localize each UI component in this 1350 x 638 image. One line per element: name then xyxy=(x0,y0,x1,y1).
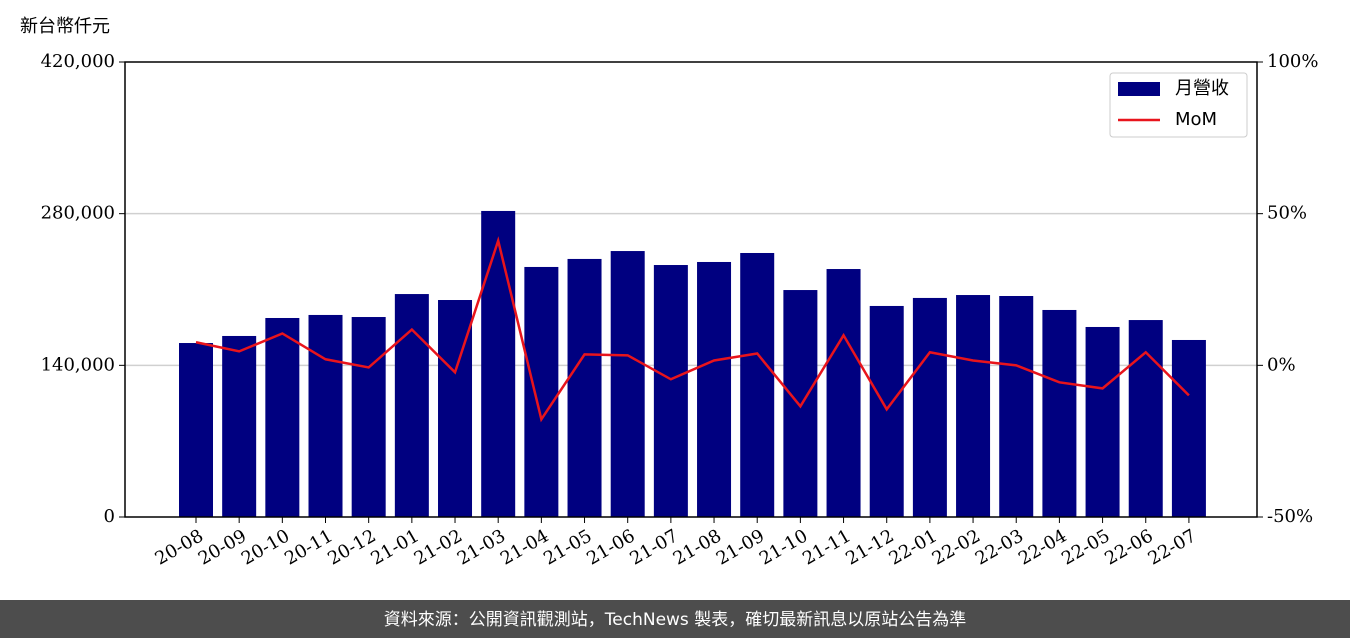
bar xyxy=(610,251,645,517)
bar xyxy=(826,269,861,517)
x-tick-label: 21-02 xyxy=(411,525,466,569)
legend: 月營收 MoM xyxy=(1109,72,1248,138)
y-tick-label: 140,000 xyxy=(41,354,115,375)
bar xyxy=(481,210,516,518)
bar xyxy=(567,258,602,517)
bar xyxy=(783,290,818,517)
x-tick-label: 21-05 xyxy=(540,525,595,569)
x-tick-label: 21-01 xyxy=(367,525,422,569)
x-tick-label: 21-12 xyxy=(842,525,897,569)
y2-tick-label: -50% xyxy=(1267,506,1313,527)
y-axis-label: 新台幣仟元 xyxy=(20,16,110,37)
y-tick-label: 420,000 xyxy=(41,51,115,72)
bar xyxy=(912,297,947,517)
legend-label: 月營收 xyxy=(1175,78,1229,99)
x-tick-label: 21-11 xyxy=(799,525,854,569)
bar xyxy=(869,305,904,517)
bar xyxy=(351,317,386,517)
x-tick-label: 20-08 xyxy=(152,525,207,569)
bar xyxy=(697,261,732,517)
x-tick-label: 22-03 xyxy=(972,525,1027,569)
bar xyxy=(179,343,213,517)
x-tick-label: 20-09 xyxy=(195,525,250,569)
x-tick-label: 21-03 xyxy=(454,525,509,569)
x-tick-label: 22-05 xyxy=(1058,525,1113,569)
plot-frame xyxy=(124,61,1258,518)
y-tick-label: 0 xyxy=(104,506,115,527)
bar xyxy=(308,314,343,517)
bar xyxy=(524,266,559,517)
x-tick-label: 20-12 xyxy=(324,525,379,569)
y2-tick-label: 50% xyxy=(1267,203,1307,224)
legend-label: MoM xyxy=(1175,109,1217,130)
x-tick-label: 20-10 xyxy=(238,525,293,569)
x-tick-label: 22-01 xyxy=(885,525,940,569)
bar xyxy=(265,317,300,517)
x-tick-label: 20-11 xyxy=(281,525,336,569)
x-tick-label: 22-02 xyxy=(929,525,984,569)
x-tick-label: 22-07 xyxy=(1144,525,1199,569)
bar xyxy=(1042,309,1077,517)
bar xyxy=(1128,320,1163,517)
x-tick-label: 21-06 xyxy=(583,525,638,569)
x-tick-label: 21-08 xyxy=(670,525,725,569)
x-tick-label: 22-04 xyxy=(1015,525,1070,569)
line-series xyxy=(195,236,1190,423)
footer-bar xyxy=(0,600,1350,638)
bar xyxy=(653,265,688,517)
bar xyxy=(956,295,991,517)
x-tick-label: 21-09 xyxy=(713,525,768,569)
y2-tick-label: 100% xyxy=(1267,51,1318,72)
bar xyxy=(1085,326,1120,517)
bar xyxy=(222,335,257,517)
bar xyxy=(394,294,429,517)
y-tick-label: 280,000 xyxy=(41,203,115,224)
bar xyxy=(999,296,1034,517)
x-tick-label: 22-06 xyxy=(1101,525,1156,569)
bar xyxy=(740,252,775,517)
y2-tick-label: 0% xyxy=(1267,354,1296,375)
bar xyxy=(1171,339,1206,517)
x-tick-label: 21-07 xyxy=(626,525,681,569)
x-tick-label: 21-10 xyxy=(756,525,811,569)
legend-swatch xyxy=(1118,82,1160,96)
footer: 資料來源：公開資訊觀測站，TechNews 製表，確切最新訊息以原站公告為準 xyxy=(384,610,966,630)
x-tick-label: 21-04 xyxy=(497,525,552,569)
